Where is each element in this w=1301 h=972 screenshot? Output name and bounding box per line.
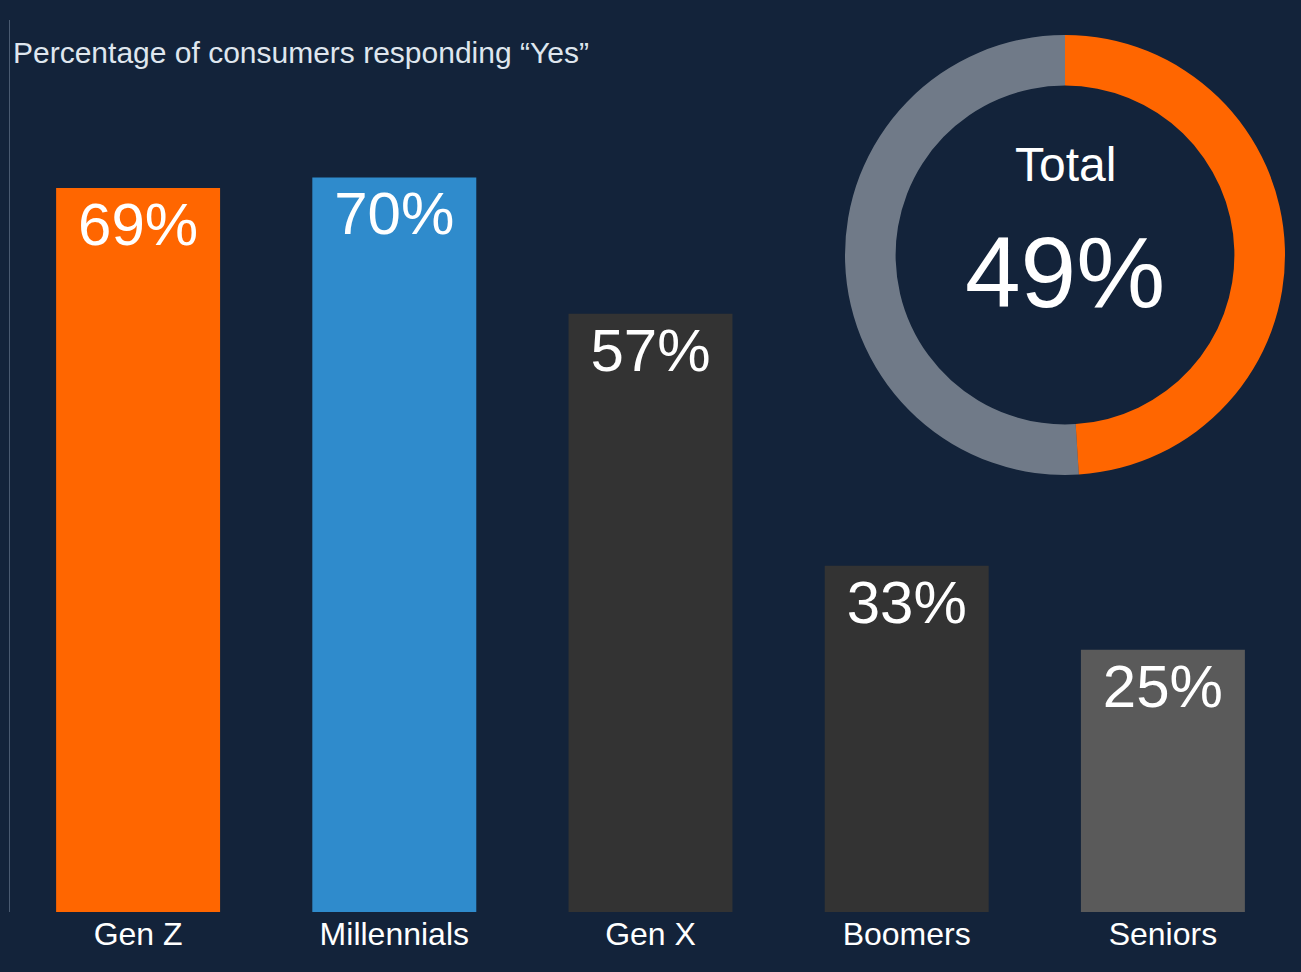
svg-text:33%: 33% <box>847 569 967 636</box>
svg-text:Seniors: Seniors <box>1109 916 1218 952</box>
svg-text:Millennials: Millennials <box>320 916 469 952</box>
svg-text:Percentage of consumers respon: Percentage of consumers responding “Yes” <box>13 36 589 69</box>
svg-text:25%: 25% <box>1103 653 1223 720</box>
svg-text:Gen Z: Gen Z <box>94 916 183 952</box>
svg-text:57%: 57% <box>590 317 710 384</box>
svg-text:Total: Total <box>1015 138 1116 191</box>
svg-text:70%: 70% <box>334 180 454 247</box>
svg-text:Gen X: Gen X <box>605 916 696 952</box>
svg-text:49%: 49% <box>965 216 1165 328</box>
svg-text:69%: 69% <box>78 191 198 258</box>
svg-text:Boomers: Boomers <box>843 916 971 952</box>
